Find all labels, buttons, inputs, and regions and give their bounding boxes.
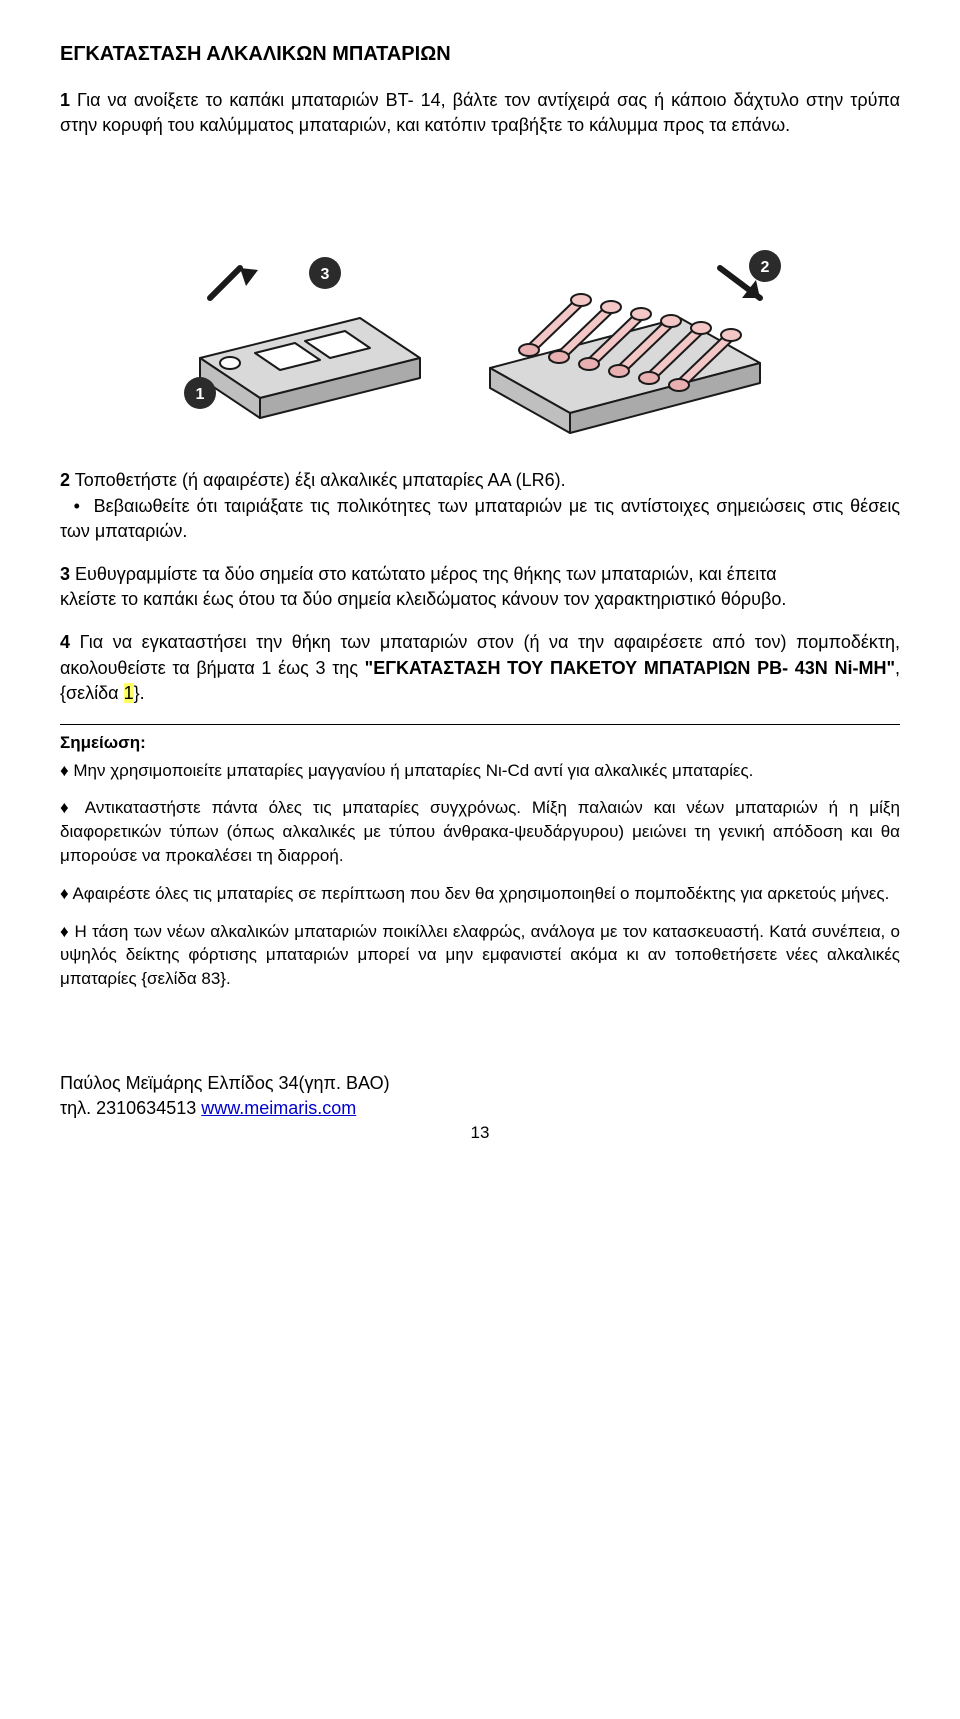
p2b-text: Βεβαιωθείτε ότι ταιριάξατε τις πολικότητ… [60,496,900,541]
paragraph-2: 2 Τοποθετήστε (ή αφαιρέστε) έξι αλκαλικέ… [60,468,900,544]
p4e-text: }. [134,683,145,703]
document-title: ΕΓΚΑΤΑΣΤΑΣΗ ΑΛΚΑΛΙΚΩΝ ΜΠΑΤΑΡΙΩΝ [60,40,900,68]
paragraph-1: 1 Για να ανοίξετε το καπάκι μπαταριών BT… [60,88,900,138]
note-2: ♦ Αντικαταστήστε πάντα όλες τις μπαταρίε… [60,796,900,867]
cover-illustration: 1 3 [184,257,420,418]
paragraph-3: 3 Ευθυγραμμίστε τα δύο σημεία στο κατώτα… [60,562,900,612]
footer-link[interactable]: www.meimaris.com [201,1098,356,1118]
note-title: Σημείωση: [60,731,900,755]
page-number: 13 [60,1121,900,1145]
svg-text:3: 3 [321,266,330,283]
note-1: ♦ Μην χρησιμοποιείτε μπαταρίες μαγγανίου… [60,759,900,783]
note-4: ♦ Η τάση των νέων αλκαλικών μπαταριών πο… [60,920,900,991]
p2-lead: 2 [60,470,70,490]
paragraph-4: 4 Για να εγκαταστήσει την θήκη των μπατα… [60,630,900,706]
svg-text:1: 1 [196,386,205,403]
note-3: ♦ Αφαιρέστε όλες τις μπαταρίες σε περίπτ… [60,882,900,906]
p2-text: Τοποθετήστε (ή αφαιρέστε) έξι αλκαλικές … [70,470,566,490]
p4d-text: 1 [124,683,134,703]
p3a-text: Ευθυγραμμίστε τα δύο σημεία στο κατώτατο… [70,564,777,584]
p4-lead: 4 [60,632,70,652]
note-separator [60,724,900,725]
battery-figure: 1 3 [160,158,800,438]
p3b-text: κλείστε το καπάκι έως ότου τα δύο σημεία… [60,589,786,609]
footer-tel: τηλ. 2310634513 [60,1098,201,1118]
p1-lead: 1 [60,90,70,110]
p3-lead: 3 [60,564,70,584]
p1-text: Για να ανοίξετε το καπάκι μπαταριών BT- … [60,90,900,135]
footer: Παύλος Μεϊμάρης Ελπίδος 34(γηπ. ΒΑΟ) τηλ… [60,1071,900,1145]
battery-holder-illustration: 2 [490,250,781,433]
footer-name: Παύλος Μεϊμάρης Ελπίδος 34(γηπ. ΒΑΟ) [60,1071,900,1096]
p4b-text: "ΕΓΚΑΤΑΣΤΑΣΗ ΤΟΥ ΠΑΚΕΤΟΥ ΜΠΑΤΑΡΙΩΝ PB- 4… [365,658,895,678]
svg-text:2: 2 [761,259,770,276]
